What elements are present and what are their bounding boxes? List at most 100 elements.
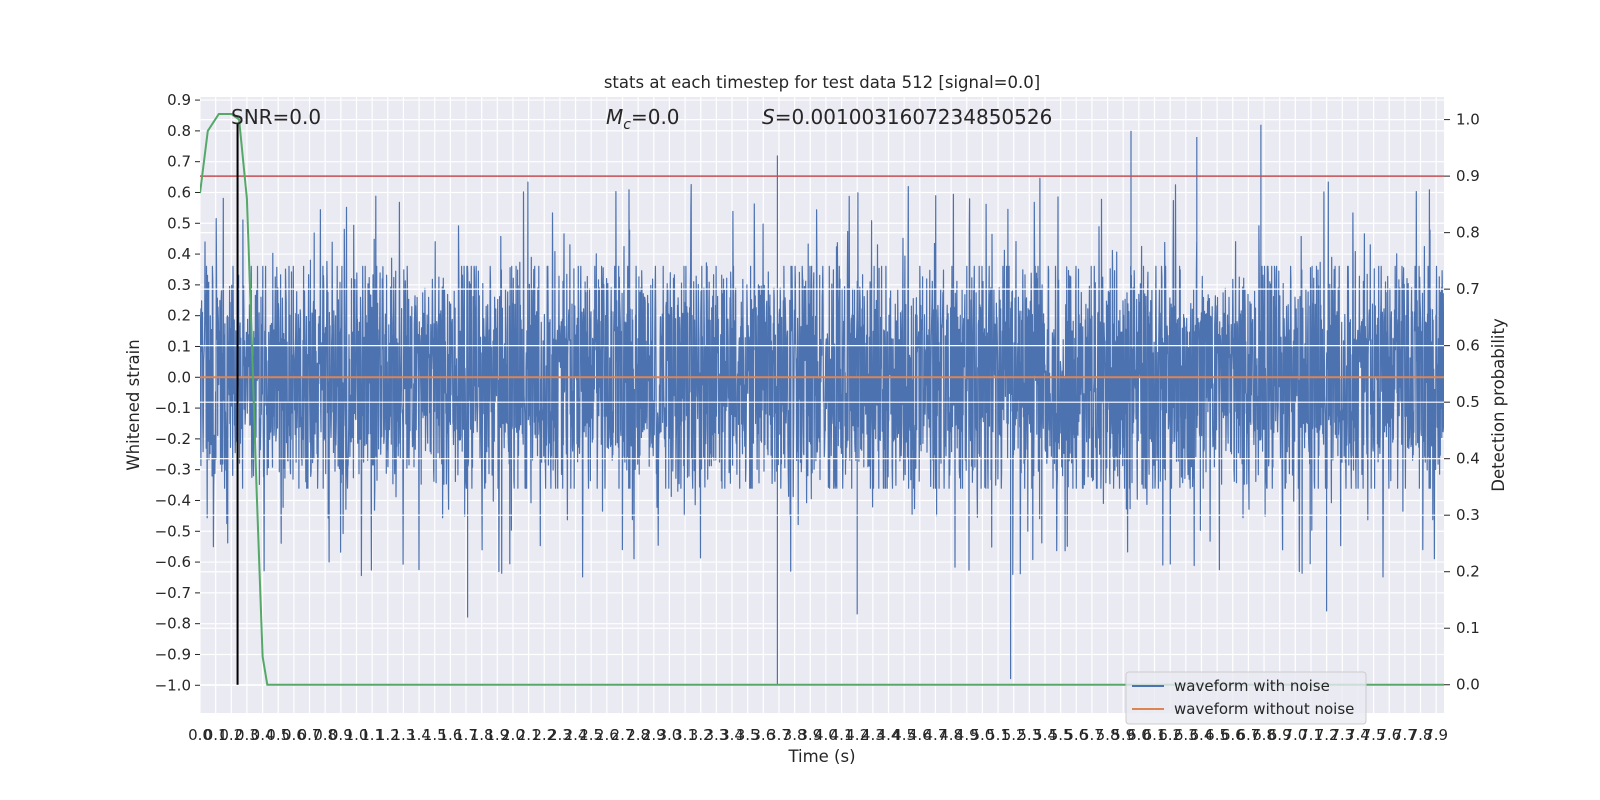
x-tick-label: 7.1 xyxy=(1299,726,1323,744)
x-axis: 0.00.10.20.30.40.50.60.70.80.91.01.11.21… xyxy=(188,726,1448,744)
x-tick-label: 5.5 xyxy=(1049,726,1073,744)
x-tick-label: 7.2 xyxy=(1315,726,1339,744)
x-tick-label: 2.2 xyxy=(532,726,556,744)
y-tick-label: 0.5 xyxy=(167,214,191,232)
x-tick-label: 2.7 xyxy=(611,726,635,744)
x-tick-label: 0.2 xyxy=(219,726,243,744)
legend-label-noise: waveform with noise xyxy=(1174,677,1330,695)
x-tick-label: 5.2 xyxy=(1002,726,1026,744)
score-annotation: S=0.0010031607234850526 xyxy=(762,105,1052,129)
y-tick-label: 0.6 xyxy=(167,183,191,201)
y-tick-label: 0.3 xyxy=(167,276,191,294)
x-tick-label: 2.5 xyxy=(579,726,603,744)
x-tick-label: 7.3 xyxy=(1330,726,1354,744)
x-tick-label: 1.1 xyxy=(360,726,384,744)
y-tick-label: −0.3 xyxy=(155,461,191,479)
x-tick-label: 1.6 xyxy=(438,726,462,744)
y-right-tick-label: 0.0 xyxy=(1456,676,1480,694)
legend-label-clean: waveform without noise xyxy=(1174,700,1354,718)
x-tick-label: 0.7 xyxy=(298,726,322,744)
y-tick-label: −0.6 xyxy=(155,553,191,571)
y-tick-label: 0.1 xyxy=(167,337,191,355)
x-axis-label: Time (s) xyxy=(787,747,855,766)
score-value: =0.0010031607234850526 xyxy=(775,105,1053,129)
y-tick-label: 0.2 xyxy=(167,307,191,325)
y-right-tick-label: 0.3 xyxy=(1456,506,1480,524)
y-right-tick-label: 0.1 xyxy=(1456,619,1480,637)
x-tick-label: 6.9 xyxy=(1268,726,1292,744)
x-tick-label: 3.0 xyxy=(658,726,682,744)
x-tick-label: 5.1 xyxy=(986,726,1010,744)
x-tick-label: 0.0 xyxy=(188,726,212,744)
x-tick-label: 1.2 xyxy=(376,726,400,744)
x-tick-label: 3.3 xyxy=(704,726,728,744)
series-detection-probability xyxy=(200,113,1444,686)
x-tick-label: 1.4 xyxy=(407,726,431,744)
x-tick-label: 5.7 xyxy=(1080,726,1104,744)
chirp-mass-subscript: c xyxy=(623,117,631,133)
x-tick-label: 4.7 xyxy=(924,726,948,744)
x-tick-label: 4.9 xyxy=(955,726,979,744)
x-tick-label: 1.9 xyxy=(485,726,509,744)
x-tick-label: 5.3 xyxy=(1017,726,1041,744)
x-tick-label: 6.4 xyxy=(1190,726,1214,744)
x-tick-label: 4.0 xyxy=(814,726,838,744)
y-right-tick-label: 1.0 xyxy=(1456,111,1480,129)
y-tick-label: 0.9 xyxy=(167,91,191,109)
x-tick-label: 3.7 xyxy=(767,726,791,744)
x-tick-label: 4.4 xyxy=(877,726,901,744)
x-tick-label: 0.3 xyxy=(235,726,259,744)
x-tick-label: 4.2 xyxy=(845,726,869,744)
x-tick-label: 3.1 xyxy=(673,726,697,744)
x-tick-label: 7.7 xyxy=(1393,726,1417,744)
x-tick-label: 2.3 xyxy=(548,726,572,744)
x-tick-label: 5.8 xyxy=(1096,726,1120,744)
y-right-tick-label: 0.4 xyxy=(1456,450,1480,468)
chart-title: stats at each timestep for test data 512… xyxy=(604,73,1040,92)
x-tick-label: 2.0 xyxy=(501,726,525,744)
chirp-mass-symbol: M xyxy=(606,105,623,129)
y-right-tick-label: 0.2 xyxy=(1456,563,1480,581)
x-tick-label: 2.4 xyxy=(564,726,588,744)
x-tick-label: 0.8 xyxy=(313,726,337,744)
y-tick-label: −1.0 xyxy=(155,676,191,694)
y-tick-label: 0.8 xyxy=(167,122,191,140)
x-tick-label: 2.6 xyxy=(595,726,619,744)
x-tick-label: 4.8 xyxy=(939,726,963,744)
score-symbol: S xyxy=(762,105,775,129)
y-axis-right: 1.0 0.9 0.8 0.7 0.6 0.5 0.4 0.3 0.2 0.1 0.0 xyxy=(1444,111,1480,694)
x-tick-label: 6.8 xyxy=(1252,726,1276,744)
x-tick-label: 0.5 xyxy=(266,726,290,744)
x-tick-label: 3.8 xyxy=(783,726,807,744)
y-tick-label: −0.5 xyxy=(155,522,191,540)
y-tick-label: −0.8 xyxy=(155,615,191,633)
x-tick-label: 2.9 xyxy=(642,726,666,744)
x-tick-label: 7.5 xyxy=(1362,726,1386,744)
x-tick-label: 6.5 xyxy=(1205,726,1229,744)
y-tick-label: −0.4 xyxy=(155,491,191,509)
x-tick-label: 1.0 xyxy=(345,726,369,744)
x-tick-label: 3.9 xyxy=(798,726,822,744)
x-tick-label: 0.4 xyxy=(251,726,275,744)
x-tick-label: 7.0 xyxy=(1283,726,1307,744)
y-axis-label-left: Whitened strain xyxy=(124,339,143,470)
x-tick-label: 2.1 xyxy=(517,726,541,744)
x-tick-label: 3.5 xyxy=(736,726,760,744)
legend: waveform with noise waveform without noi… xyxy=(1125,671,1367,725)
x-tick-label: 4.5 xyxy=(892,726,916,744)
x-tick-label: 4.6 xyxy=(908,726,932,744)
x-tick-label: 3.2 xyxy=(689,726,713,744)
y-tick-label: −0.1 xyxy=(155,399,191,417)
y-tick-label: 0.7 xyxy=(167,153,191,171)
x-tick-label: 7.6 xyxy=(1377,726,1401,744)
x-tick-label: 0.9 xyxy=(329,726,353,744)
x-tick-label: 3.4 xyxy=(720,726,744,744)
x-tick-label: 1.3 xyxy=(391,726,415,744)
y-tick-label: −0.9 xyxy=(155,645,191,663)
x-tick-label: 2.8 xyxy=(626,726,650,744)
y-tick-label: −0.2 xyxy=(155,430,191,448)
x-tick-label: 6.1 xyxy=(1143,726,1167,744)
y-right-tick-label: 0.8 xyxy=(1456,224,1480,242)
